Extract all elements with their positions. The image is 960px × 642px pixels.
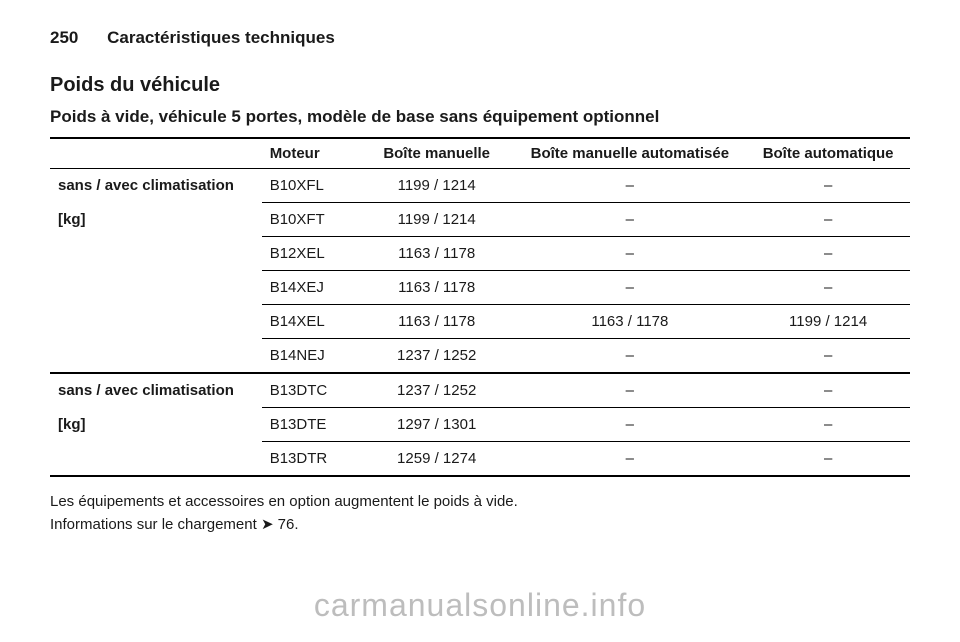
cell-manual: 1199 / 1214	[360, 169, 514, 203]
watermark: carmanualsonline.info	[0, 587, 960, 624]
col-header-automatic: Boîte automatique	[746, 138, 910, 169]
cell-engine: B13DTE	[262, 408, 360, 442]
chapter-title: Caractéristiques techniques	[107, 28, 335, 47]
group-label: sans / avec climatisation	[50, 373, 262, 408]
cell-manual: 1237 / 1252	[360, 339, 514, 374]
section-subtitle: Poids à vide, véhicule 5 portes, modèle …	[50, 107, 910, 127]
page-header: 250 Caractéristiques techniques	[50, 28, 910, 48]
table-header-row: Moteur Boîte manuelle Boîte manuelle aut…	[50, 138, 910, 169]
cell-automatic: –	[746, 237, 910, 271]
group-label-empty	[50, 237, 262, 271]
table-row: B13DTR 1259 / 1274 – –	[50, 442, 910, 477]
footnote-prefix: Informations sur le chargement	[50, 516, 261, 533]
col-header-motor: Moteur	[262, 138, 360, 169]
table-row: B12XEL 1163 / 1178 – –	[50, 237, 910, 271]
cell-automanual: –	[513, 271, 746, 305]
group-label-empty	[50, 271, 262, 305]
cell-manual: 1199 / 1214	[360, 203, 514, 237]
table-row: B14XEL 1163 / 1178 1163 / 1178 1199 / 12…	[50, 305, 910, 339]
cell-manual: 1237 / 1252	[360, 373, 514, 408]
table-row: sans / avec climatisation B10XFL 1199 / …	[50, 169, 910, 203]
cell-engine: B14XEJ	[262, 271, 360, 305]
reference-icon: ➤	[261, 514, 274, 537]
cell-engine: B12XEL	[262, 237, 360, 271]
cell-engine: B13DTR	[262, 442, 360, 477]
cell-automanual: –	[513, 442, 746, 477]
cell-automatic: 1199 / 1214	[746, 305, 910, 339]
cell-automanual: –	[513, 408, 746, 442]
cell-engine: B13DTC	[262, 373, 360, 408]
footnote-line: Les équipements et accessoires en option…	[50, 491, 910, 514]
manual-page: 250 Caractéristiques techniques Poids du…	[0, 0, 960, 642]
cell-automatic: –	[746, 169, 910, 203]
cell-automatic: –	[746, 442, 910, 477]
page-number: 250	[50, 28, 78, 47]
cell-automatic: –	[746, 373, 910, 408]
table-row: B14XEJ 1163 / 1178 – –	[50, 271, 910, 305]
cell-automanual: –	[513, 339, 746, 374]
cell-engine: B14XEL	[262, 305, 360, 339]
table-row: sans / avec climatisation B13DTC 1237 / …	[50, 373, 910, 408]
cell-automanual: –	[513, 237, 746, 271]
group-label-empty	[50, 442, 262, 477]
cell-automatic: –	[746, 408, 910, 442]
table-row: [kg] B10XFT 1199 / 1214 – –	[50, 203, 910, 237]
table-row: B14NEJ 1237 / 1252 – –	[50, 339, 910, 374]
cell-manual: 1163 / 1178	[360, 271, 514, 305]
table-row: [kg] B13DTE 1297 / 1301 – –	[50, 408, 910, 442]
cell-engine: B14NEJ	[262, 339, 360, 374]
cell-manual: 1297 / 1301	[360, 408, 514, 442]
cell-automatic: –	[746, 339, 910, 374]
cell-automanual: –	[513, 373, 746, 408]
footnote-pageref: 76.	[274, 516, 299, 533]
cell-engine: B10XFT	[262, 203, 360, 237]
cell-manual: 1259 / 1274	[360, 442, 514, 477]
cell-automatic: –	[746, 203, 910, 237]
col-header-label	[50, 138, 262, 169]
group-label-unit: [kg]	[50, 203, 262, 237]
footnote-line: Informations sur le chargement ➤ 76.	[50, 514, 910, 537]
cell-engine: B10XFL	[262, 169, 360, 203]
cell-manual: 1163 / 1178	[360, 237, 514, 271]
cell-automanual: –	[513, 203, 746, 237]
weights-table: Moteur Boîte manuelle Boîte manuelle aut…	[50, 137, 910, 477]
col-header-automanual: Boîte manuelle automatisée	[513, 138, 746, 169]
cell-automatic: –	[746, 271, 910, 305]
group-label-unit: [kg]	[50, 408, 262, 442]
footnotes: Les équipements et accessoires en option…	[50, 491, 910, 536]
section-title: Poids du véhicule	[50, 74, 910, 97]
group-label-empty	[50, 339, 262, 374]
group-label-empty	[50, 305, 262, 339]
col-header-manual: Boîte manuelle	[360, 138, 514, 169]
cell-automanual: 1163 / 1178	[513, 305, 746, 339]
cell-automanual: –	[513, 169, 746, 203]
cell-manual: 1163 / 1178	[360, 305, 514, 339]
group-label: sans / avec climatisation	[50, 169, 262, 203]
